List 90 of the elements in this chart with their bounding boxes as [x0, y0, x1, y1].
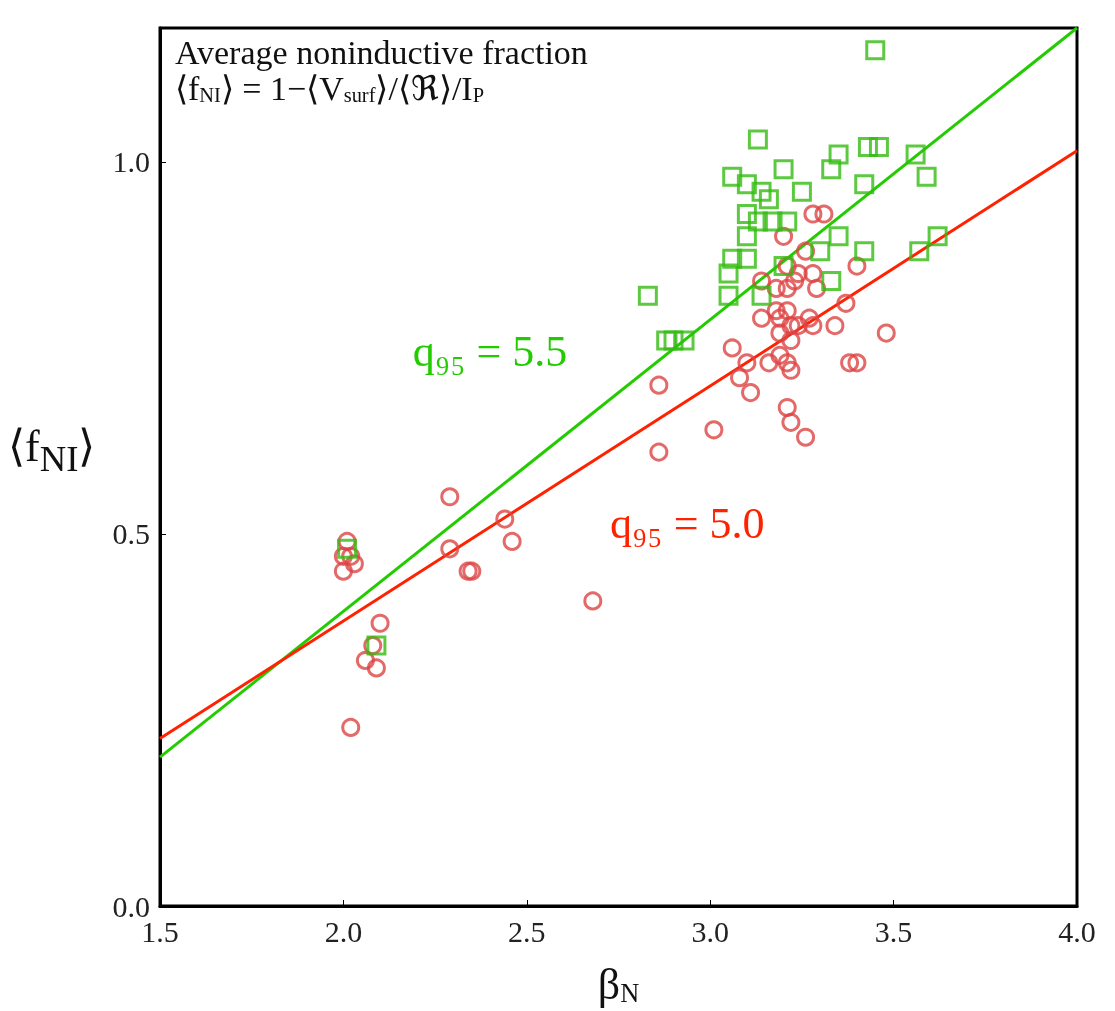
x-tick-label: 3.0 — [691, 914, 729, 948]
point — [502, 531, 522, 551]
point — [876, 323, 896, 343]
point — [777, 278, 797, 298]
point — [674, 330, 695, 351]
y-axis-title: ⟨f$_{NI}$⟩ — [8, 421, 96, 480]
point — [810, 241, 831, 262]
point — [814, 204, 834, 224]
point — [649, 442, 669, 462]
point — [722, 248, 743, 269]
point — [747, 211, 768, 232]
point — [854, 241, 875, 262]
point — [781, 360, 801, 380]
point — [828, 144, 849, 165]
x-tick-label: 4.0 — [1058, 914, 1096, 948]
point — [781, 316, 801, 336]
point — [722, 166, 743, 187]
point — [777, 397, 797, 417]
point — [718, 285, 739, 306]
point — [663, 330, 684, 351]
point — [781, 412, 801, 432]
point — [737, 353, 757, 373]
point — [583, 591, 603, 611]
point — [370, 613, 390, 633]
point — [741, 383, 761, 403]
point — [751, 285, 772, 306]
point — [366, 658, 386, 678]
point — [770, 345, 790, 365]
point — [840, 353, 860, 373]
point — [736, 226, 757, 247]
point — [854, 174, 875, 195]
point — [337, 538, 358, 559]
x-tick-label: 2.5 — [508, 914, 546, 948]
point — [773, 159, 794, 180]
point — [770, 308, 790, 328]
point — [495, 509, 515, 529]
point — [649, 375, 669, 395]
point — [781, 331, 801, 350]
point — [821, 270, 842, 291]
point — [788, 316, 808, 336]
point — [762, 211, 783, 232]
point — [916, 166, 937, 187]
point — [777, 353, 797, 373]
point — [868, 137, 889, 158]
point — [722, 338, 742, 358]
point — [637, 285, 658, 306]
point — [736, 174, 757, 195]
y-tick-label: 0.5 — [112, 517, 150, 551]
point — [736, 204, 757, 225]
point — [704, 420, 724, 440]
y-tick-label: 1.0 — [112, 145, 150, 179]
x-axis-title: βN — [597, 959, 640, 1009]
point — [777, 301, 797, 321]
series-label: q₉₅ = 5.5 — [412, 327, 568, 377]
point — [803, 204, 823, 224]
point — [758, 189, 779, 210]
point — [656, 330, 677, 351]
point — [821, 159, 842, 180]
point — [751, 181, 772, 202]
point — [766, 301, 786, 321]
point — [803, 264, 823, 284]
point — [909, 241, 930, 262]
point — [752, 308, 772, 328]
point — [847, 353, 867, 373]
point — [718, 263, 739, 284]
point — [791, 181, 812, 202]
point — [857, 137, 878, 158]
point — [825, 316, 845, 336]
point — [736, 248, 757, 269]
point — [828, 226, 849, 247]
point — [836, 293, 856, 313]
point — [333, 561, 353, 581]
point — [799, 308, 819, 328]
point — [747, 129, 768, 150]
point — [796, 427, 816, 447]
series-label: q₉₅ = 5.0 — [610, 499, 765, 549]
point — [905, 144, 926, 165]
point — [341, 717, 361, 737]
point — [927, 226, 948, 247]
x-tick-label: 3.5 — [874, 914, 913, 948]
x-tick-label: 2.0 — [324, 914, 363, 948]
point — [440, 487, 460, 507]
point — [759, 353, 779, 373]
point — [730, 368, 750, 388]
point — [440, 539, 460, 559]
chart-title: Average noninductive fraction — [175, 33, 588, 71]
point — [770, 323, 790, 343]
point — [865, 40, 886, 61]
point — [803, 316, 823, 336]
point — [777, 211, 798, 232]
